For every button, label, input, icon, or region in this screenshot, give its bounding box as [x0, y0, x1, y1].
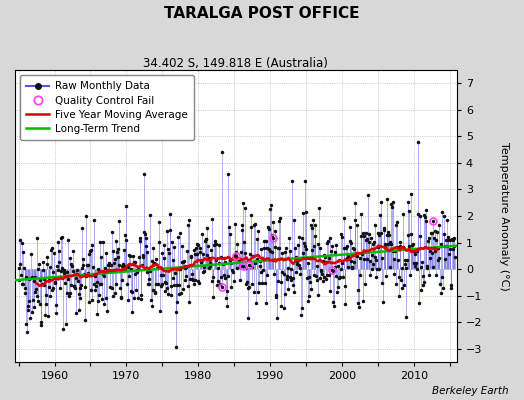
Text: Berkeley Earth: Berkeley Earth: [432, 386, 508, 396]
Y-axis label: Temperature Anomaly (°C): Temperature Anomaly (°C): [499, 142, 509, 290]
Legend: Raw Monthly Data, Quality Control Fail, Five Year Moving Average, Long-Term Tren: Raw Monthly Data, Quality Control Fail, …: [20, 75, 193, 140]
Text: TARALGA POST OFFICE: TARALGA POST OFFICE: [164, 6, 360, 21]
Title: 34.402 S, 149.818 E (Australia): 34.402 S, 149.818 E (Australia): [144, 57, 329, 70]
